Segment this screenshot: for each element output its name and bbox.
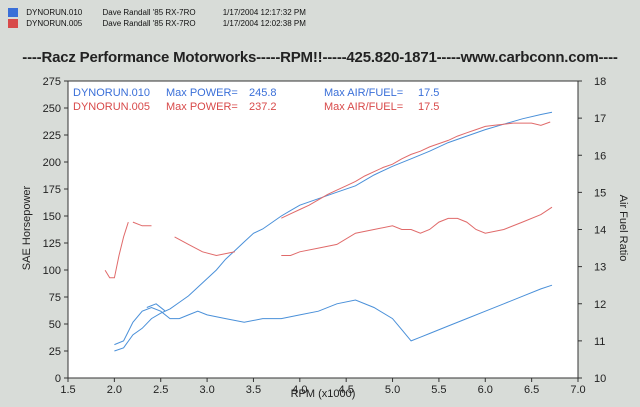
run-header: DYNORUN.010 Dave Randall '85 RX-7RO 1/17… bbox=[8, 7, 306, 29]
legend-power-value: 245.8 bbox=[249, 87, 277, 99]
legend-run-name: DYNORUN.010 bbox=[73, 87, 150, 99]
y2-tick-label: 11 bbox=[594, 336, 605, 348]
y-tick-label: 225 bbox=[43, 130, 61, 142]
x-tick-label: 5.5 bbox=[431, 384, 446, 396]
dynorun-010-afr-line bbox=[114, 284, 553, 346]
y2-tick-label: 14 bbox=[594, 225, 606, 237]
run-driver: Dave Randall '85 RX-7RO bbox=[102, 8, 196, 17]
y-tick-label: 100 bbox=[43, 265, 61, 277]
y-axis-right: 10 11 12 13 14 15 16 17 18 bbox=[578, 76, 606, 385]
y-axis-left: 0 25 50 75 100 125 150 175 200 225 250 275 bbox=[43, 76, 68, 385]
run-row: DYNORUN.010 Dave Randall '85 RX-7RO 1/17… bbox=[8, 7, 306, 18]
run-timestamp: 1/17/2004 12:17:32 PM bbox=[222, 8, 306, 17]
y-tick-label: 275 bbox=[43, 76, 61, 88]
y-tick-label: 50 bbox=[49, 319, 61, 331]
run-color-swatch bbox=[8, 19, 18, 29]
legend: DYNORUN.010 Max POWER= 245.8 Max AIR/FUE… bbox=[73, 87, 439, 113]
y-tick-label: 200 bbox=[43, 157, 61, 169]
y-tick-label: 125 bbox=[43, 238, 61, 250]
y-tick-label: 250 bbox=[43, 103, 61, 115]
shop-banner: ----Racz Performance Motorworks-----RPM!… bbox=[22, 49, 618, 66]
run-color-swatch bbox=[8, 8, 18, 18]
x-axis: 1.5 2.0 2.5 3.0 3.5 4.0 4.5 5.0 5.5 6.0 6.5 7.0 bbox=[60, 378, 586, 396]
x-tick-label: 1.5 bbox=[60, 384, 75, 396]
dynorun-005-line bbox=[281, 121, 551, 219]
dynorun-010-afr-2-line bbox=[146, 303, 166, 312]
x-tick-label: 6.5 bbox=[524, 384, 539, 396]
legend-power-label: Max POWER= bbox=[166, 87, 238, 99]
legend-afr-label: Max AIR/FUEL= bbox=[324, 87, 403, 99]
y2-axis-title: Air Fuel Ratio bbox=[617, 195, 629, 262]
x-tick-label: 5.0 bbox=[385, 384, 400, 396]
dynorun-005-afr-4-line bbox=[281, 206, 553, 256]
legend-power-value: 237.2 bbox=[249, 101, 277, 113]
x-tick-label: 6.0 bbox=[478, 384, 493, 396]
legend-run-name: DYNORUN.005 bbox=[73, 101, 150, 113]
y2-tick-label: 10 bbox=[594, 373, 606, 385]
y-tick-label: 150 bbox=[43, 211, 61, 223]
y2-tick-label: 13 bbox=[594, 262, 606, 274]
run-driver: Dave Randall '85 RX-7RO bbox=[102, 19, 196, 28]
y2-tick-label: 18 bbox=[594, 76, 606, 88]
x-tick-label: 4.0 bbox=[292, 384, 307, 396]
legend-afr-value: 17.5 bbox=[418, 101, 439, 113]
y-tick-label: 75 bbox=[49, 292, 61, 304]
run-timestamp: 1/17/2004 12:02:38 PM bbox=[222, 19, 306, 28]
x-axis-title: RPM (x1000) bbox=[291, 388, 356, 400]
y2-tick-label: 16 bbox=[594, 150, 606, 162]
legend-power-label: Max POWER= bbox=[166, 101, 238, 113]
dynorun-005-afr-2-line bbox=[132, 221, 152, 227]
run-file-name: DYNORUN.005 bbox=[26, 19, 83, 28]
run-file-name: DYNORUN.010 bbox=[26, 8, 83, 17]
plot-area bbox=[67, 80, 579, 379]
x-tick-label: 2.0 bbox=[107, 384, 122, 396]
x-tick-label: 3.5 bbox=[246, 384, 261, 396]
dynorun-010-line bbox=[114, 111, 553, 352]
x-tick-label: 7.0 bbox=[570, 384, 585, 396]
y-axis-title: SAE Horsepower bbox=[21, 185, 33, 270]
y2-tick-label: 17 bbox=[594, 113, 606, 125]
dynorun-005-afr-3-line bbox=[174, 236, 235, 257]
y2-tick-label: 12 bbox=[594, 299, 606, 311]
legend-afr-value: 17.5 bbox=[418, 87, 439, 99]
legend-afr-label: Max AIR/FUEL= bbox=[324, 101, 403, 113]
series-group bbox=[104, 111, 553, 352]
y-tick-label: 0 bbox=[55, 373, 61, 385]
x-tick-label: 2.5 bbox=[153, 384, 168, 396]
run-row: DYNORUN.005 Dave Randall '85 RX-7RO 1/17… bbox=[8, 18, 306, 29]
y-tick-label: 25 bbox=[49, 346, 61, 358]
dynorun-005-afr-line bbox=[104, 221, 129, 279]
x-tick-label: 4.5 bbox=[339, 384, 354, 396]
y2-tick-label: 15 bbox=[594, 187, 606, 199]
x-tick-label: 3.0 bbox=[199, 384, 214, 396]
y-tick-label: 175 bbox=[43, 184, 61, 196]
